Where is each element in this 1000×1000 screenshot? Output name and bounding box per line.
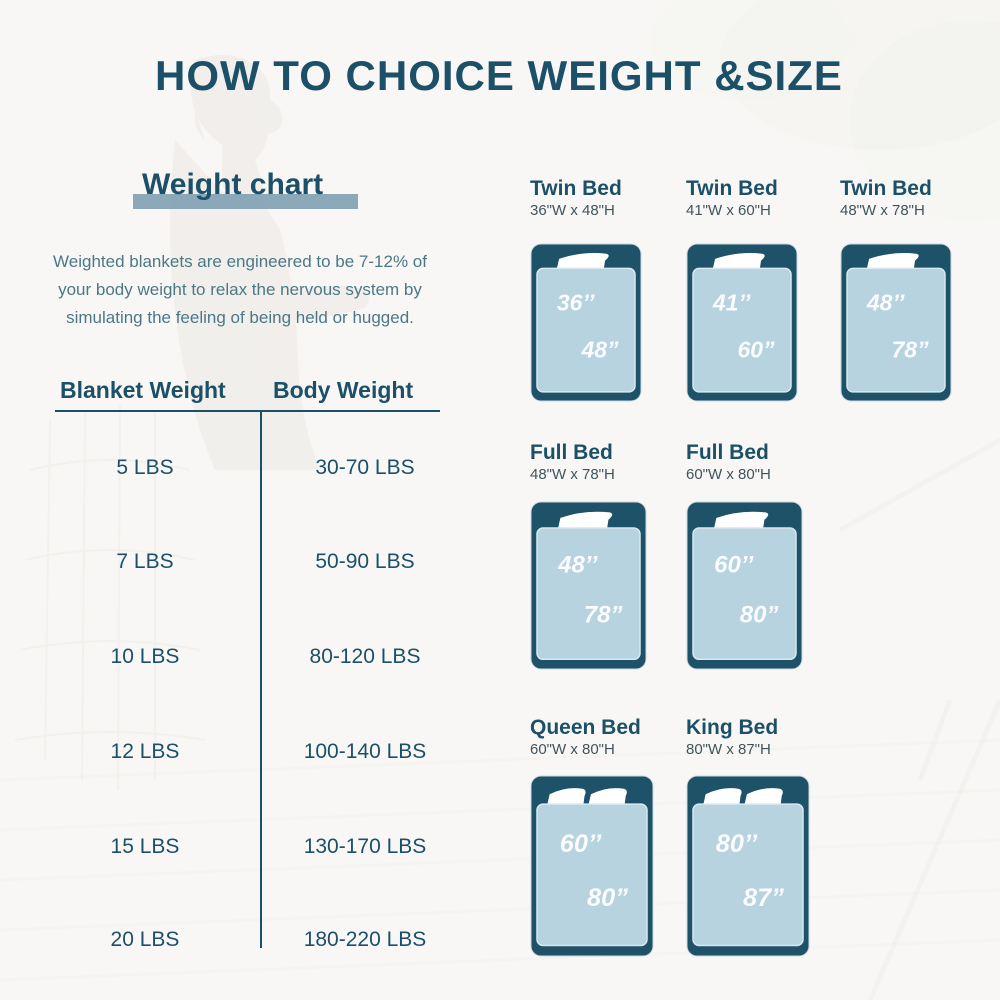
svg-text:36’’: 36’’ [557,289,595,315]
svg-text:48’’: 48’’ [557,552,597,579]
svg-text:48’’: 48’’ [866,289,905,315]
svg-text:41’’: 41’’ [712,289,751,315]
svg-text:87”: 87” [743,884,784,912]
svg-text:80”: 80” [740,602,779,629]
svg-text:60’’: 60’’ [714,552,753,579]
svg-text:78”: 78” [892,336,930,362]
svg-text:78”: 78” [584,602,623,629]
svg-text:80’’: 80’’ [716,830,758,858]
svg-text:48”: 48” [581,336,620,362]
svg-text:60’’: 60’’ [560,830,602,858]
svg-text:60”: 60” [738,336,776,362]
svg-text:80”: 80” [587,884,628,912]
